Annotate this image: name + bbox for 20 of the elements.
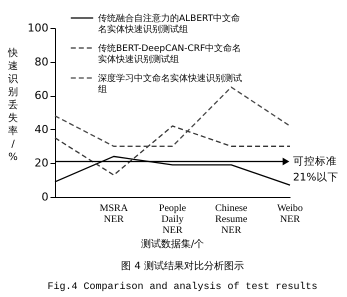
y-tick-label: 60 bbox=[34, 89, 48, 102]
legend-label: 深度学习中文命名实体快速识别测试组 bbox=[98, 73, 242, 95]
x-axis-title: 测试数据集/个 bbox=[140, 238, 204, 250]
x-tick-label: Weibo NER bbox=[277, 203, 303, 225]
legend-label: 传统融合自注意力的ALBERT中文命名实体快速识别测试组 bbox=[98, 13, 240, 35]
ref-line-label: 可控标准 21%以下 bbox=[293, 154, 338, 184]
y-tick-label: 40 bbox=[34, 122, 48, 136]
y-tick-label: 100 bbox=[28, 22, 48, 34]
line-series bbox=[54, 125, 291, 176]
text: 快速识别丢失率/% bbox=[8, 48, 18, 163]
y-tick-label: 20 bbox=[34, 156, 48, 170]
x-tick-label: Chinese Resume NER bbox=[215, 203, 248, 236]
y-tick-label: 80 bbox=[34, 55, 48, 68]
x-tick-label: MSRA NER bbox=[100, 203, 129, 225]
y-tick-label: 0 bbox=[42, 190, 48, 204]
line-series bbox=[54, 86, 291, 147]
x-tick-label: People Daily NER bbox=[158, 203, 187, 236]
legend-label: 传统BERT-DeepCAN-CRF中文命名实体快速识别测试组 bbox=[98, 43, 242, 65]
caption: 图 4 测试结果对比分析图示 bbox=[121, 260, 244, 272]
caption: Fig.4 Comparison and analysis of test results bbox=[47, 281, 318, 293]
